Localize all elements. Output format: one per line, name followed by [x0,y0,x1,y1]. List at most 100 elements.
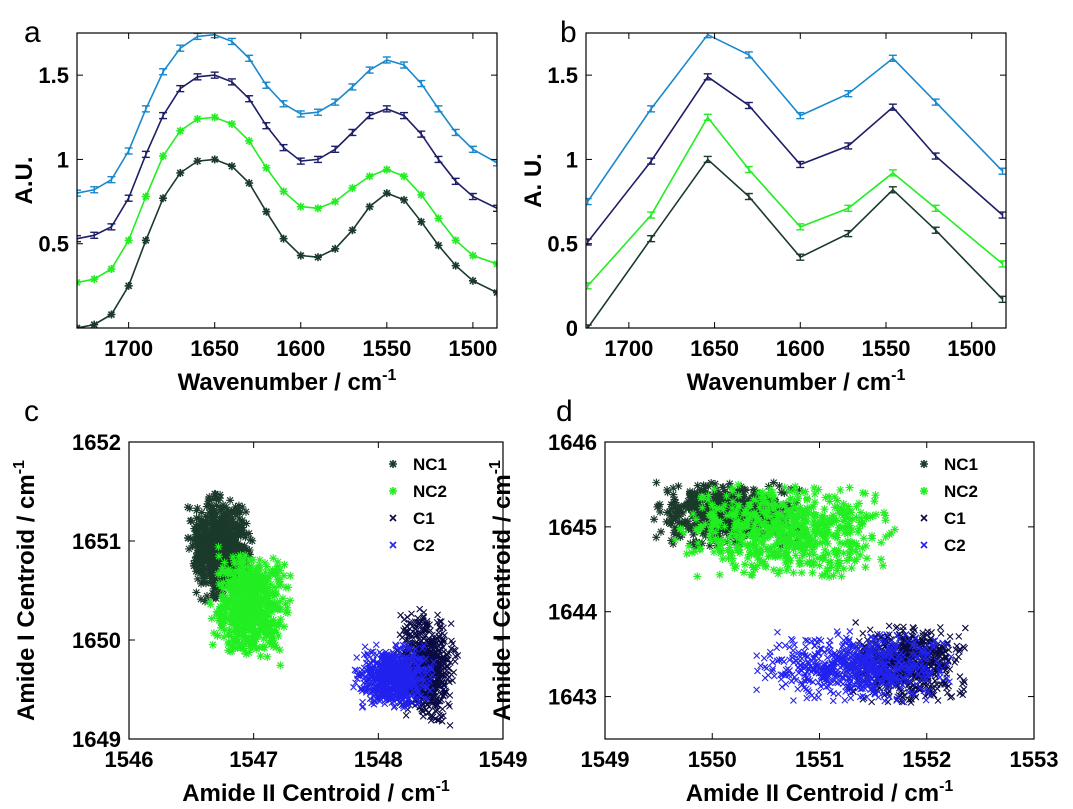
star-d2 [314,204,322,212]
data-point [262,163,271,172]
data-point [852,513,861,522]
data-point [750,491,759,500]
data-point [201,512,210,521]
star-d2 [279,187,288,196]
data-point [192,506,201,515]
series-cloud-NC2 [205,542,295,670]
data-point [448,637,455,645]
data-point [715,495,724,504]
data-point [764,522,773,531]
data-point [686,493,695,502]
data-point [256,652,265,661]
data-point [755,503,764,512]
data-point [227,526,236,535]
data-point [998,211,1006,219]
data-point [736,536,745,545]
data-point [793,490,802,499]
data-point [216,503,225,512]
data-point [727,529,736,538]
data-point [717,491,725,500]
data-point [843,529,852,538]
data-point [734,480,743,489]
data-point [232,597,241,606]
data-point [840,529,849,538]
data-point [728,497,737,506]
data-point [279,100,288,108]
data-point [218,611,227,620]
data-point [803,559,812,568]
data-point [421,622,429,630]
series-cloud-C2 [350,641,437,712]
data-point [223,525,232,534]
data-point [825,497,834,506]
data-point [270,569,279,578]
data-point [725,532,734,541]
y-axis-label-text: A. U. [520,153,547,208]
data-point [379,651,386,659]
data-point [369,648,377,656]
data-point [675,503,684,512]
data-point [697,492,706,501]
data-point [791,503,800,512]
series-cloud-NC1 [183,489,257,606]
data-point [235,548,244,557]
data-point [888,186,897,194]
x-tick-label: 1500 [947,336,996,361]
data-point [415,630,423,638]
data-point [269,627,278,636]
data-point [408,698,416,706]
data-point [202,518,211,527]
data-point [468,192,477,201]
data-point [225,625,234,634]
data-point [766,551,775,560]
data-point [695,498,704,507]
data-point [271,641,280,650]
data-point [350,683,357,691]
data-point [260,558,269,567]
x-tick-label: 1548 [354,747,403,772]
data-point [789,521,798,530]
data-point [222,595,231,604]
data-point [839,522,848,531]
data-point [586,282,592,290]
data-point [680,501,689,510]
data-point [400,627,407,634]
data-point [252,607,261,616]
y-tick-label: 1649 [72,727,121,752]
data-point [647,234,656,243]
data-point [268,598,277,607]
x-tick-label: 1546 [105,747,154,772]
data-point [834,556,843,565]
data-point [803,495,812,504]
data-point [416,654,424,662]
data-point [735,545,744,554]
data-point [357,685,364,693]
data-point [269,631,278,640]
data-point [269,619,278,628]
data-point [768,488,777,497]
data-point [809,510,818,519]
data-point [425,628,433,636]
star-d2 [279,235,288,243]
data-point [176,84,185,93]
data-point [190,524,199,533]
data-point [247,639,256,648]
data-point [234,565,243,574]
data-point [267,567,276,576]
data-point [420,656,428,664]
data-point [747,570,756,579]
data-point [228,524,237,533]
data-point [755,525,764,534]
data-point [445,665,453,673]
data-point [697,507,706,516]
data-point [229,517,238,526]
data-point [784,528,793,537]
data-point [493,204,497,213]
data-point [193,157,202,166]
x-tick-label: 1549 [479,747,528,772]
data-point [769,478,778,487]
data-point [432,692,440,700]
data-point [858,488,867,497]
data-point [207,570,216,579]
x-tick-label: 1700 [604,336,653,361]
